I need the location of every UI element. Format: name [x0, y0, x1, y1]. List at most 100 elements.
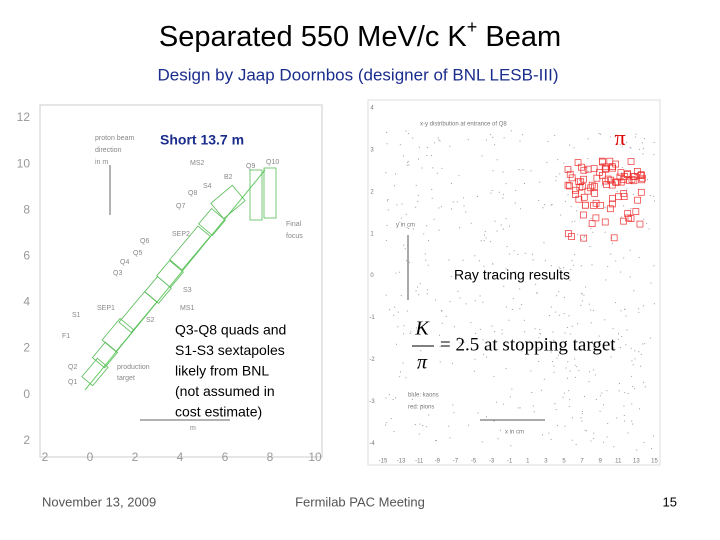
dot — [609, 136, 611, 138]
dot — [405, 377, 407, 379]
dot — [651, 448, 653, 450]
beamline-label: SEP2 — [172, 231, 190, 238]
dot — [630, 208, 632, 210]
dot — [485, 416, 487, 418]
dot — [620, 310, 622, 312]
note-line: likely from BNL — [175, 363, 269, 379]
dot — [440, 206, 442, 208]
dot — [490, 241, 492, 243]
dot — [599, 395, 601, 397]
dot — [480, 240, 482, 242]
dot — [555, 409, 557, 411]
dot — [593, 437, 595, 439]
ratio-num: K — [414, 318, 430, 340]
dot — [448, 259, 450, 261]
dot — [638, 256, 640, 258]
dot — [565, 367, 567, 369]
dot — [511, 309, 513, 311]
pion-marker — [580, 234, 588, 242]
pion-marker — [592, 199, 600, 207]
dot — [580, 348, 582, 350]
pion-marker — [592, 214, 600, 222]
beamline-label: Q5 — [133, 250, 142, 257]
dot — [438, 229, 440, 231]
y-tick-label: 6 — [23, 248, 30, 262]
beamline-label: B2 — [224, 174, 233, 181]
x-tick-label: 9 — [599, 459, 603, 465]
dot — [416, 286, 418, 288]
dot — [616, 190, 618, 192]
dot — [649, 194, 651, 196]
dot — [605, 207, 607, 209]
dot — [634, 388, 636, 390]
dot — [587, 170, 589, 172]
dot — [577, 323, 579, 325]
dot — [606, 436, 608, 438]
dot — [452, 404, 454, 406]
dot — [613, 446, 615, 448]
x-tick-label: -7 — [453, 459, 459, 465]
dot — [386, 200, 388, 202]
pion-marker — [602, 165, 609, 173]
right-frame — [367, 99, 661, 466]
dot — [439, 345, 441, 347]
dot — [409, 332, 411, 334]
dot — [611, 237, 613, 239]
dot — [591, 264, 593, 266]
pion-marker — [566, 170, 574, 178]
dot — [417, 200, 419, 202]
pion-marker — [612, 160, 620, 168]
dot — [538, 199, 540, 201]
quads-note: Q3-Q8 quads and S1-S3 sextapoles likely fr… — [175, 322, 286, 420]
dot — [476, 348, 478, 350]
dot — [407, 161, 409, 163]
y-tick-label: 2 — [23, 341, 30, 355]
dot — [570, 268, 572, 270]
dot — [653, 200, 655, 202]
title-sup: + — [467, 17, 478, 37]
dot — [627, 432, 629, 434]
dot — [653, 154, 655, 156]
dot — [511, 388, 513, 390]
dot — [435, 299, 437, 301]
y-tick-label: -3 — [369, 399, 375, 405]
dot — [490, 133, 492, 135]
dot — [428, 240, 430, 242]
pion-marker — [597, 202, 604, 209]
pion-marker — [574, 159, 582, 166]
dot — [388, 394, 390, 396]
dot — [470, 222, 472, 224]
dot — [646, 222, 648, 224]
pion-marker — [616, 173, 624, 181]
dot — [501, 333, 503, 335]
dot — [449, 145, 451, 147]
pion-marker — [608, 200, 616, 208]
pion-marker — [607, 205, 614, 213]
dot — [422, 424, 424, 426]
dot — [458, 336, 460, 338]
dot — [449, 301, 451, 303]
dot — [583, 294, 585, 296]
dot — [568, 315, 570, 317]
dot — [468, 424, 470, 426]
pion-marker — [588, 220, 596, 227]
dot — [505, 268, 507, 270]
dot — [492, 170, 494, 172]
dot — [415, 327, 417, 329]
dot — [563, 313, 565, 315]
dot — [563, 267, 565, 269]
pion-marker — [590, 202, 597, 209]
left-frame — [39, 104, 323, 458]
dot — [509, 253, 511, 255]
dot — [550, 351, 552, 353]
dot — [439, 361, 441, 363]
dot — [537, 347, 539, 349]
dot — [632, 364, 634, 366]
dot — [578, 370, 580, 372]
dot — [478, 260, 480, 262]
dot — [568, 390, 570, 392]
dot — [632, 193, 634, 195]
y-axis-label: y in cm — [396, 223, 415, 229]
dot — [653, 303, 655, 305]
dot — [393, 430, 395, 432]
